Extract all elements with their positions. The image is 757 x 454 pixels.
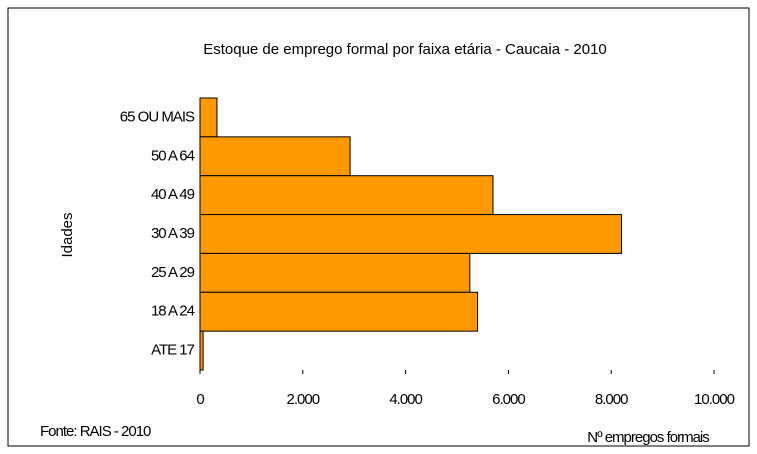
y-tick-label: 18 A 24 (151, 303, 195, 320)
y-tick-label: 65 OU MAIS (120, 108, 195, 125)
x-tick-label: 2.000 (287, 391, 320, 408)
bar (199, 136, 351, 177)
source-note: Fonte: RAIS - 2010 (40, 423, 151, 440)
bar (199, 291, 479, 332)
bar (199, 97, 218, 138)
chart-title: Estoque de emprego formal por faixa etár… (203, 41, 607, 58)
y-tick-label: 25 A 29 (151, 264, 195, 281)
bar (199, 252, 471, 293)
bar (199, 175, 494, 216)
x-tick-label: 4.000 (389, 391, 422, 408)
x-tick-label: 6.000 (492, 391, 525, 408)
x-tick-label: 0 (196, 391, 204, 408)
y-tick-label: 50 A 64 (151, 147, 195, 164)
y-tick-label: 30 A 39 (151, 225, 195, 242)
bar (199, 214, 622, 254)
x-axis-title: Nº empregos formais (587, 429, 709, 446)
y-axis-title: Idades (59, 212, 76, 257)
x-tick-label: 8.000 (595, 391, 628, 408)
y-tick-label: ATE 17 (151, 342, 195, 359)
x-tick-label: 10.000 (694, 391, 735, 408)
y-tick-label: 40 A 49 (151, 186, 195, 203)
